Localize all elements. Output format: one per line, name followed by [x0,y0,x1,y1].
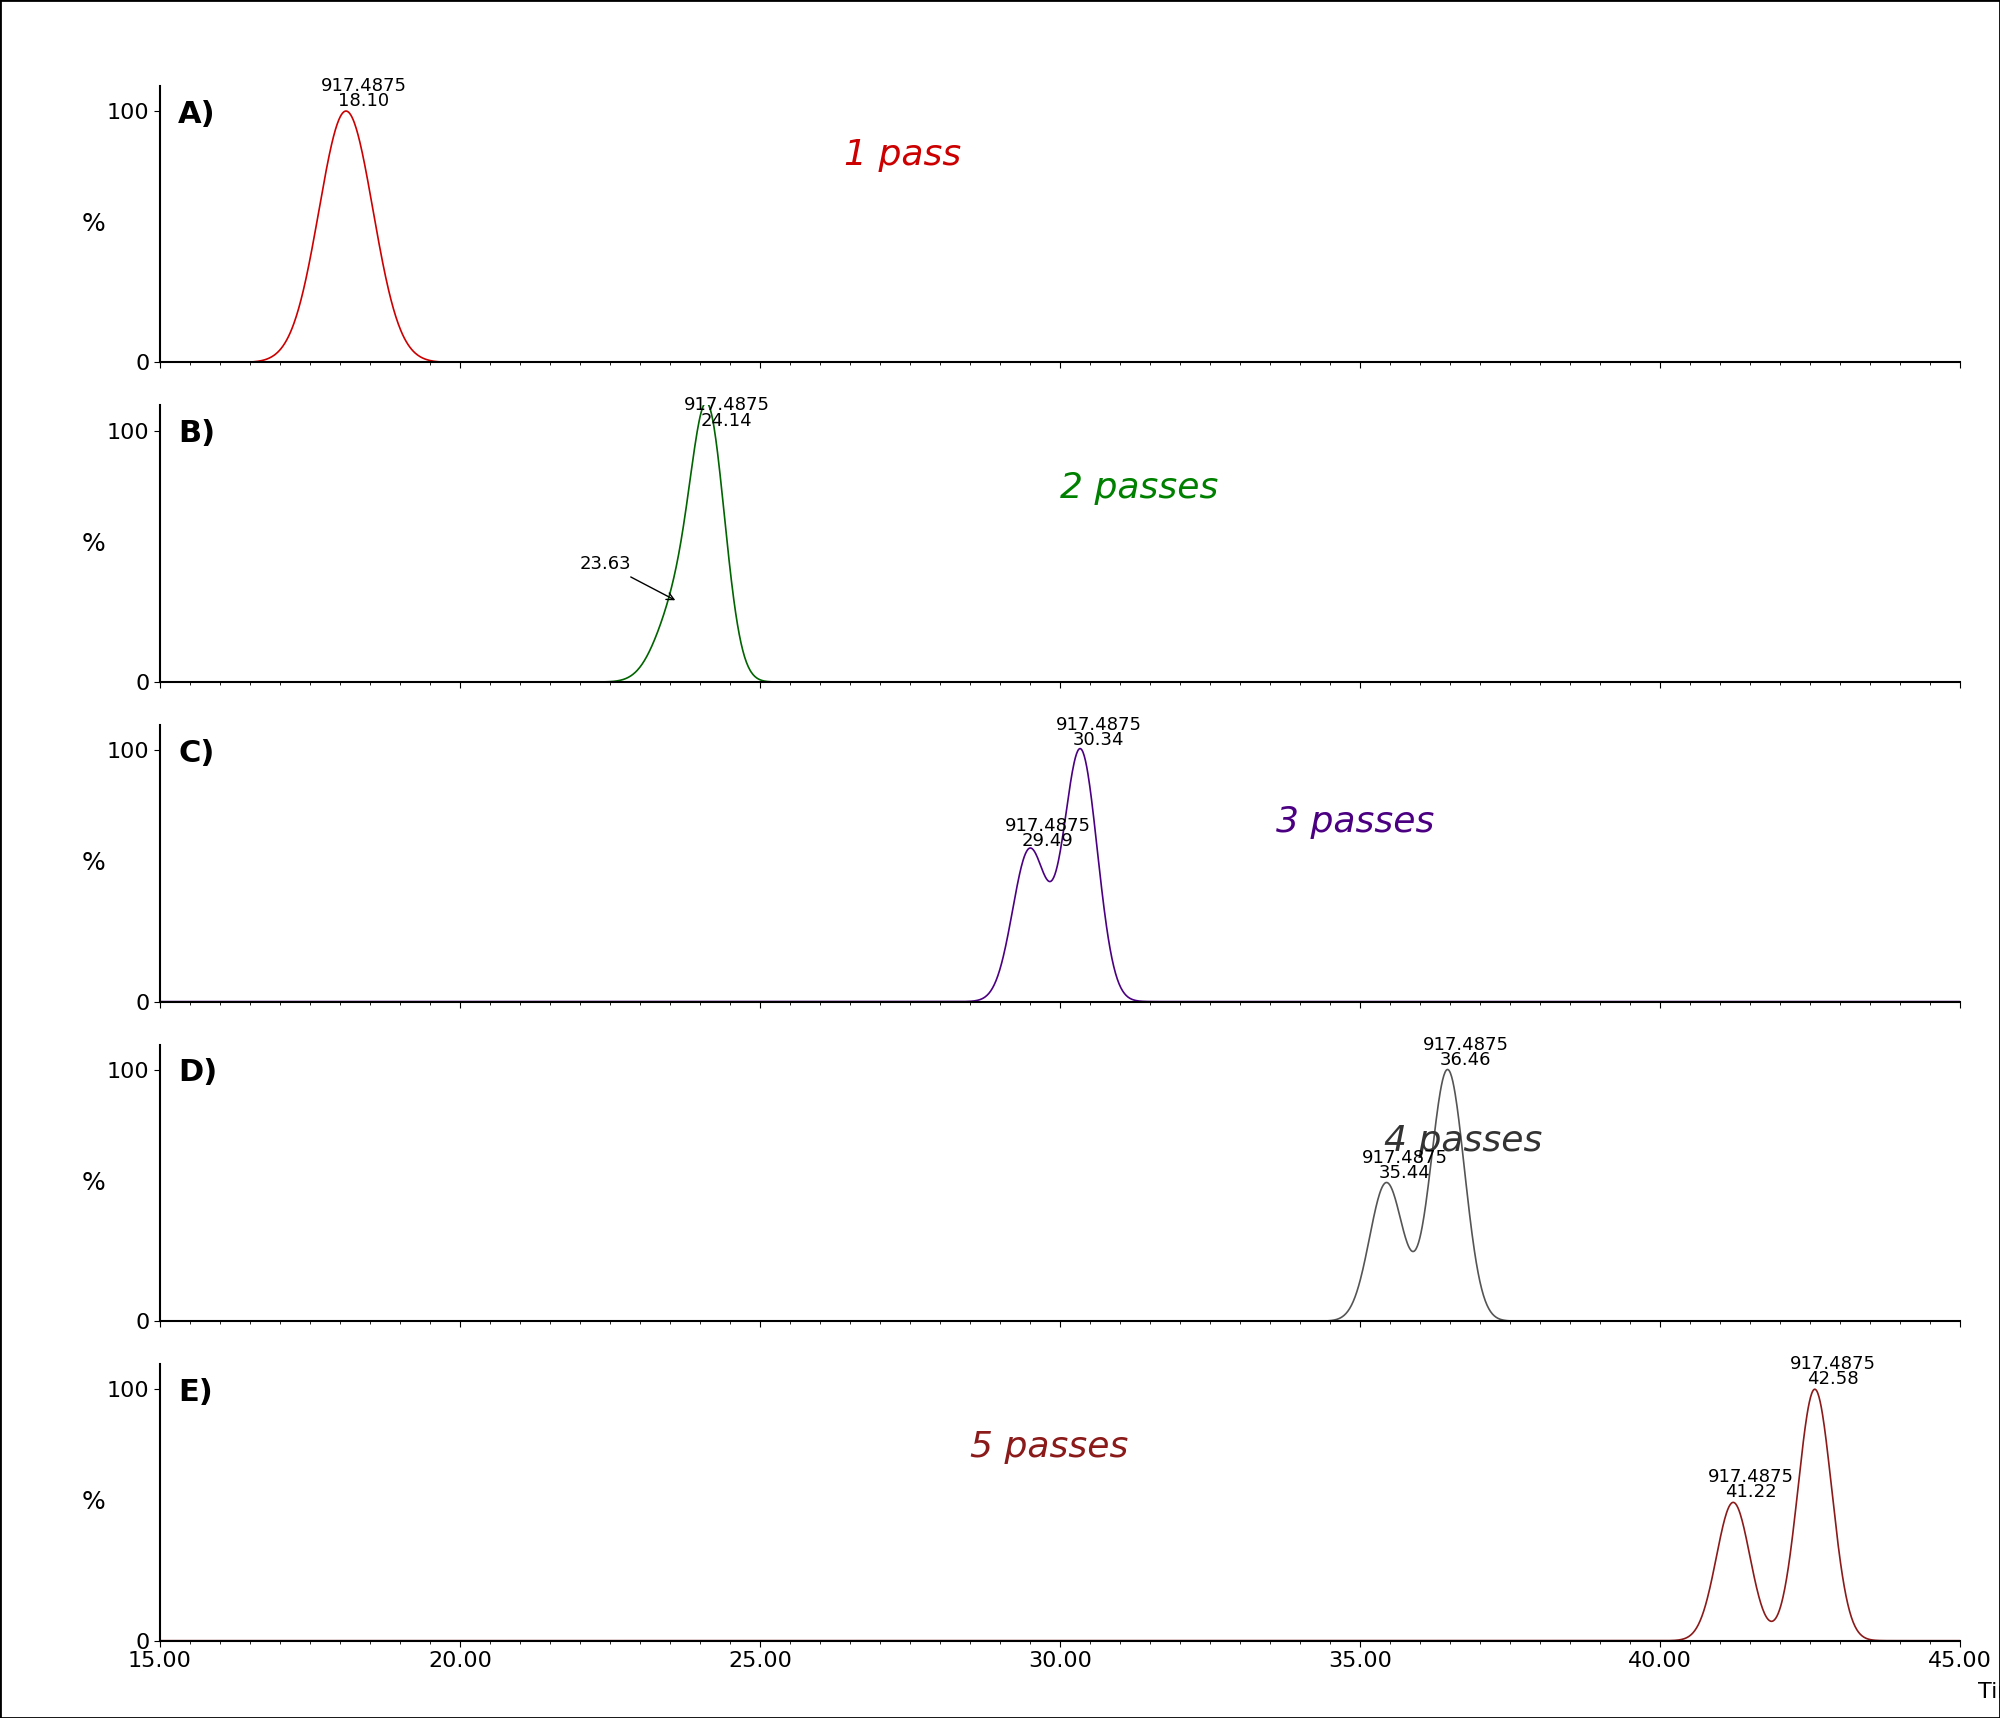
Text: 917.4875: 917.4875 [1790,1356,1876,1373]
Text: 36.46: 36.46 [1440,1051,1492,1069]
Text: Time: Time [1978,1682,2000,1703]
Text: D): D) [178,1058,218,1087]
Text: 4 passes: 4 passes [1384,1124,1542,1158]
Text: B): B) [178,419,216,448]
Text: 3 passes: 3 passes [1276,804,1434,838]
Y-axis label: %: % [82,1172,104,1194]
Text: E): E) [178,1378,212,1407]
Text: 18.10: 18.10 [338,93,390,110]
Text: 917.4875: 917.4875 [322,77,408,94]
Text: 917.4875: 917.4875 [1004,816,1090,835]
Text: 917.4875: 917.4875 [1422,1036,1508,1053]
Text: 24.14: 24.14 [700,412,752,430]
Y-axis label: %: % [82,533,104,555]
Text: A): A) [178,100,216,129]
Text: 1 pass: 1 pass [844,137,962,172]
Text: C): C) [178,739,214,768]
Y-axis label: %: % [82,213,104,235]
Text: 917.4875: 917.4875 [1708,1469,1794,1486]
Text: 41.22: 41.22 [1726,1483,1778,1502]
Text: 5 passes: 5 passes [970,1429,1128,1464]
Text: 917.4875: 917.4875 [684,397,770,414]
Y-axis label: %: % [82,1491,104,1514]
Text: 23.63: 23.63 [580,555,674,600]
Text: 30.34: 30.34 [1072,732,1124,749]
Text: 917.4875: 917.4875 [1362,1149,1448,1167]
Text: 29.49: 29.49 [1022,832,1074,850]
Text: 42.58: 42.58 [1806,1371,1858,1388]
Text: 35.44: 35.44 [1378,1163,1430,1182]
Text: 2 passes: 2 passes [1060,471,1218,505]
Y-axis label: %: % [82,852,104,874]
Text: 917.4875: 917.4875 [1056,716,1142,734]
